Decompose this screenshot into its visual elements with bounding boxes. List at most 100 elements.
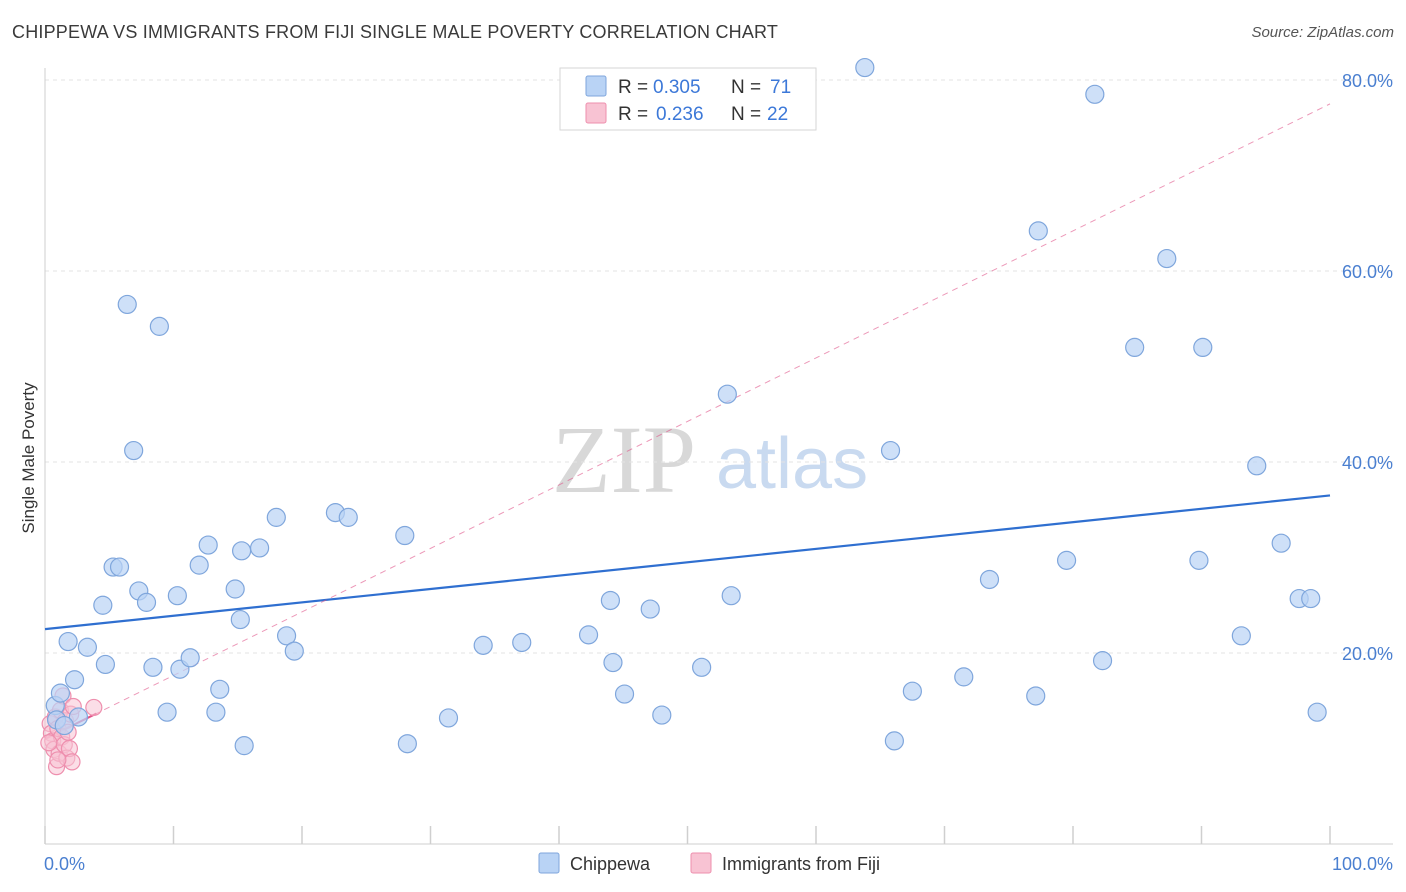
point-chippewa-13 (157, 702, 177, 722)
legend-r-value-fiji: 0.236 (656, 104, 704, 125)
point-chippewa-20 (189, 555, 209, 575)
point-chippewa-45 (692, 657, 712, 677)
point-chippewa-49 (880, 440, 901, 461)
watermark: ZIP atlas (552, 406, 868, 513)
series-legend: Chippewa Immigrants from Fiji (538, 852, 880, 874)
point-chippewa-52 (954, 667, 974, 687)
chart-source: Source: ZipAtlas.com (1251, 24, 1394, 41)
legend-r-label-chippewa: R = (618, 77, 648, 98)
legend-r-value-chippewa: 0.305 (653, 77, 701, 98)
point-chippewa-35 (395, 525, 415, 546)
point-chippewa-23 (210, 679, 230, 699)
point-chippewa-12 (143, 657, 163, 677)
point-chippewa-67 (1301, 588, 1321, 609)
point-chippewa-22 (206, 702, 226, 722)
point-chippewa-28 (249, 538, 270, 558)
point-chippewa-48 (855, 57, 875, 78)
point-chippewa-40 (600, 590, 621, 611)
legend-n-value-chippewa: 71 (770, 77, 791, 98)
point-chippewa-4 (68, 707, 89, 727)
point-chippewa-70 (54, 715, 74, 736)
point-chippewa-65 (1271, 533, 1291, 553)
chart-title: CHIPPEWA VS IMMIGRANTS FROM FIJI SINGLE … (12, 22, 779, 42)
axes (44, 68, 1393, 845)
point-chippewa-61 (1189, 550, 1209, 570)
point-chippewa-34 (397, 734, 417, 754)
point-chippewa-11 (136, 592, 157, 612)
point-fiji-19 (85, 698, 103, 717)
point-chippewa-17 (167, 586, 187, 606)
bottom-legend-label-chippewa: Chippewa (570, 854, 651, 874)
point-chippewa-24 (225, 579, 245, 599)
point-chippewa-36 (438, 708, 459, 728)
point-chippewa-47 (717, 384, 737, 404)
point-chippewa-43 (640, 599, 660, 619)
point-chippewa-51 (902, 681, 922, 701)
y-tick-label-60: 60.0% (1342, 262, 1393, 282)
legend-swatch-fiji (585, 102, 607, 124)
point-chippewa-55 (1026, 686, 1046, 706)
legend-n-value-fiji: 22 (767, 104, 788, 125)
point-chippewa-21 (198, 535, 218, 555)
y-tick-label-80: 80.0% (1342, 71, 1393, 91)
bottom-legend-swatch-chippewa (538, 852, 560, 874)
point-fiji-20 (40, 734, 58, 752)
correlation-legend: R = 0.305 N = 71 R = 0.236 N = 22 (559, 67, 817, 131)
point-fiji-17 (63, 753, 81, 771)
point-chippewa-62 (1193, 337, 1213, 357)
point-chippewa-37 (473, 635, 493, 655)
point-chippewa-54 (1028, 221, 1048, 241)
point-chippewa-3 (64, 670, 85, 690)
point-fiji-21 (49, 751, 67, 769)
point-chippewa-56 (1056, 550, 1077, 570)
point-chippewa-63 (1231, 626, 1251, 646)
chippewa-points (45, 57, 1327, 756)
point-chippewa-5 (77, 637, 98, 657)
point-chippewa-2 (58, 631, 78, 652)
y-tick-label-20: 20.0% (1342, 644, 1393, 664)
point-chippewa-59 (1125, 337, 1145, 357)
point-chippewa-38 (512, 632, 532, 653)
point-chippewa-7 (95, 654, 115, 675)
point-chippewa-6 (93, 595, 113, 615)
point-chippewa-39 (578, 625, 599, 645)
legend-n-label-fiji: N = (731, 104, 761, 125)
legend-r-label-fiji: R = (618, 104, 648, 125)
point-chippewa-64 (1247, 456, 1267, 476)
point-chippewa-15 (149, 316, 169, 336)
point-chippewa-42 (614, 684, 635, 704)
point-chippewa-46 (721, 586, 741, 606)
point-chippewa-1 (50, 683, 71, 703)
point-chippewa-41 (603, 652, 623, 673)
y-axis-label: Single Male Poverty (19, 382, 38, 534)
point-chippewa-29 (266, 507, 286, 527)
x-tick-label-max: 100.0% (1332, 854, 1393, 874)
legend-n-label-chippewa: N = (731, 77, 761, 98)
point-chippewa-14 (117, 294, 137, 315)
point-chippewa-19 (180, 648, 200, 668)
point-chippewa-53 (979, 569, 1000, 590)
legend-swatch-chippewa (585, 75, 607, 97)
watermark-atlas: atlas (716, 424, 868, 504)
point-chippewa-16 (124, 440, 144, 461)
bottom-legend-swatch-fiji (690, 852, 712, 874)
point-chippewa-60 (1157, 248, 1177, 269)
point-chippewa-50 (884, 731, 904, 751)
point-chippewa-9 (109, 557, 130, 577)
point-chippewa-33 (338, 507, 358, 527)
bottom-legend-label-fiji: Immigrants from Fiji (722, 854, 880, 874)
point-chippewa-30 (276, 626, 297, 646)
y-tick-labels: 20.0% 40.0% 60.0% 80.0% (1342, 71, 1393, 664)
y-tick-label-40: 40.0% (1342, 453, 1393, 473)
x-tick-label-min: 0.0% (44, 854, 85, 874)
trend-line-fiji (44, 103, 1331, 740)
watermark-zip: ZIP (552, 406, 696, 513)
point-chippewa-58 (1092, 651, 1113, 671)
point-chippewa-57 (1085, 84, 1105, 104)
trend-line-chippewa (44, 494, 1331, 631)
point-chippewa-25 (230, 609, 250, 630)
point-chippewa-44 (652, 705, 672, 725)
trend-lines (44, 103, 1331, 740)
point-chippewa-68 (1307, 702, 1327, 722)
